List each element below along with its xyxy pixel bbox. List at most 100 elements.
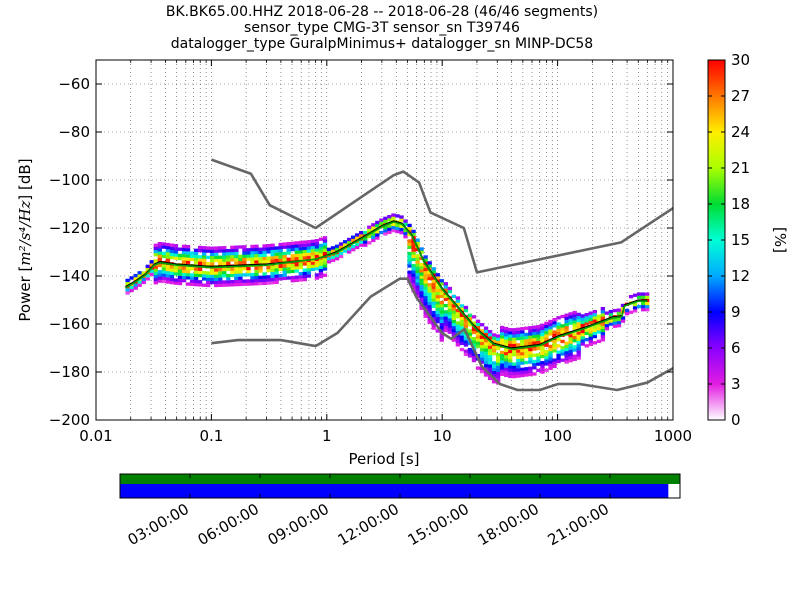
histogram-cell xyxy=(137,283,142,287)
y-axis-label-prefix: Power [ xyxy=(16,266,34,322)
histogram-cell xyxy=(508,359,513,363)
histogram-cell xyxy=(214,271,219,275)
histogram-cell xyxy=(222,252,227,256)
histogram-cell xyxy=(463,305,469,310)
histogram-cell xyxy=(415,238,420,242)
histogram-cell xyxy=(556,325,561,329)
histogram-cell xyxy=(367,234,372,239)
histogram-cell xyxy=(169,274,175,279)
histogram-cell xyxy=(407,251,412,256)
histogram-cell xyxy=(262,250,267,254)
histogram-cell xyxy=(411,229,416,234)
histogram-cell xyxy=(294,263,299,267)
histogram-cell xyxy=(431,279,436,284)
histogram-cell xyxy=(181,279,187,283)
histogram-cell xyxy=(355,236,360,240)
histogram-cell xyxy=(278,252,283,256)
histogram-cell xyxy=(532,347,537,351)
x-tick-label: 1 xyxy=(322,427,332,445)
histogram-cell xyxy=(544,321,549,326)
histogram-cell xyxy=(504,358,509,362)
histogram-cell xyxy=(286,257,291,261)
histogram-cell xyxy=(153,246,158,251)
histogram-cell xyxy=(532,331,537,336)
histogram-cell xyxy=(467,332,473,336)
histogram-cell xyxy=(475,335,481,339)
histogram-cell xyxy=(435,313,440,318)
histogram-cell xyxy=(600,328,606,333)
histogram-cell xyxy=(407,226,412,231)
histogram-cell xyxy=(238,276,243,280)
histogram-cell xyxy=(504,333,509,337)
histogram-cell xyxy=(431,298,436,302)
histogram-cell xyxy=(218,280,223,284)
histogram-cell xyxy=(592,331,597,336)
histogram-cell xyxy=(278,249,283,253)
histogram-cell xyxy=(439,335,444,339)
histogram-cell xyxy=(588,330,593,334)
histogram-cell xyxy=(471,337,477,341)
histogram-cell xyxy=(254,257,259,261)
histogram-cell xyxy=(524,373,529,377)
histogram-cell xyxy=(540,351,545,356)
histogram-cell xyxy=(141,277,146,281)
colorbar-tick-label: 12 xyxy=(731,267,750,285)
histogram-cell xyxy=(314,238,320,243)
histogram-cell xyxy=(487,336,493,340)
colorbar-tick-label: 21 xyxy=(731,159,750,177)
timeline-tick-label: 03:00:00 xyxy=(125,500,192,549)
histogram-cell xyxy=(592,325,597,329)
timeline-tick-label: 21:00:00 xyxy=(545,500,612,549)
histogram-cell xyxy=(556,359,561,364)
histogram-cell xyxy=(387,224,392,228)
histogram-cell xyxy=(230,280,235,284)
histogram-cell xyxy=(371,223,376,227)
histogram-cell xyxy=(242,267,247,271)
histogram-cell xyxy=(125,281,130,286)
histogram-cell xyxy=(520,358,525,362)
histogram-cell xyxy=(169,249,175,254)
histogram-cell xyxy=(580,314,585,318)
histogram-cell xyxy=(234,254,239,259)
histogram-cell xyxy=(173,265,179,270)
histogram-cell xyxy=(463,343,469,347)
histogram-cell xyxy=(346,247,352,251)
histogram-cell xyxy=(576,334,581,338)
histogram-cell xyxy=(302,274,307,279)
histogram-cell xyxy=(270,256,275,260)
histogram-cell xyxy=(491,373,497,378)
histogram-cell xyxy=(359,231,364,235)
histogram-cell xyxy=(576,347,581,351)
histogram-cell xyxy=(423,270,428,275)
histogram-cell xyxy=(508,340,513,344)
histogram-cell xyxy=(624,312,630,316)
histogram-cell xyxy=(516,371,521,375)
histogram-cell xyxy=(411,254,416,259)
histogram-cell xyxy=(600,335,606,339)
histogram-cell xyxy=(540,332,545,337)
histogram-cell xyxy=(278,258,283,262)
histogram-cell xyxy=(592,309,597,314)
histogram-cell xyxy=(431,270,436,274)
histogram-cell xyxy=(399,218,404,222)
histogram-cell xyxy=(508,349,513,354)
histogram-cell xyxy=(500,372,505,376)
histogram-cell xyxy=(544,352,549,357)
histogram-cell xyxy=(258,269,263,273)
histogram-cell xyxy=(636,295,642,299)
histogram-cell xyxy=(391,216,396,220)
histogram-cell xyxy=(338,251,344,256)
histogram-cell xyxy=(540,370,545,374)
histogram-cell xyxy=(298,265,303,270)
histogram-cell xyxy=(173,278,179,282)
histogram-cell xyxy=(451,294,457,299)
histogram-cell xyxy=(230,267,235,271)
histogram-cell xyxy=(564,360,569,364)
histogram-cell xyxy=(193,270,199,274)
histogram-cell xyxy=(234,276,239,281)
x-tick-label: 1000 xyxy=(654,427,692,445)
histogram-cell xyxy=(210,277,215,282)
histogram-cell xyxy=(544,324,549,329)
histogram-cell xyxy=(206,249,211,253)
histogram-cell xyxy=(278,255,283,259)
